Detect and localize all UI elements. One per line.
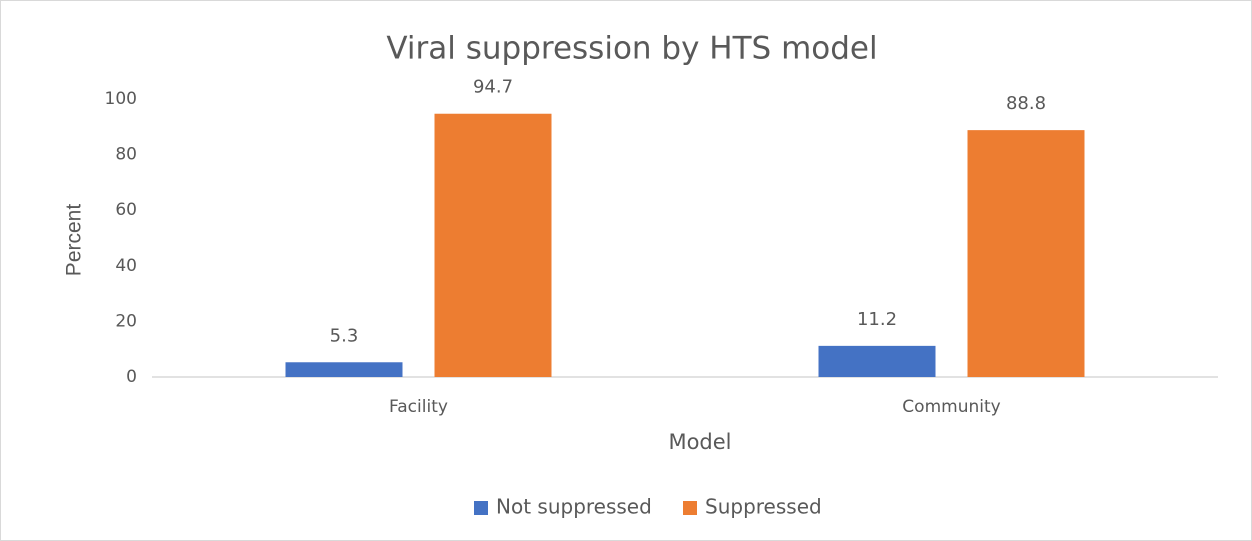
bar: [434, 113, 552, 377]
y-tick-label: 60: [115, 200, 137, 220]
data-label: 94.7: [473, 77, 513, 98]
y-axis-title: Percent: [63, 204, 86, 277]
data-label: 5.3: [330, 325, 359, 346]
y-tick-label: 40: [115, 256, 137, 276]
x-tick-label: Facility: [389, 397, 448, 417]
legend-swatch: [474, 501, 488, 515]
chart-title: Viral suppression by HTS model: [386, 31, 877, 67]
legend-swatch: [683, 501, 697, 515]
y-tick-label: 0: [126, 367, 137, 387]
y-tick-label: 20: [115, 311, 137, 331]
legend-label: Suppressed: [705, 495, 822, 519]
x-axis-title: Model: [668, 430, 731, 454]
data-label: 11.2: [857, 309, 897, 330]
legend-label: Not suppressed: [496, 495, 652, 519]
data-label: 88.8: [1006, 93, 1046, 114]
bar: [818, 345, 936, 377]
y-tick-label: 80: [115, 145, 137, 165]
y-tick-label: 100: [105, 89, 137, 109]
bar: [967, 130, 1085, 377]
bar: [285, 362, 403, 377]
x-tick-label: Community: [902, 397, 1000, 417]
